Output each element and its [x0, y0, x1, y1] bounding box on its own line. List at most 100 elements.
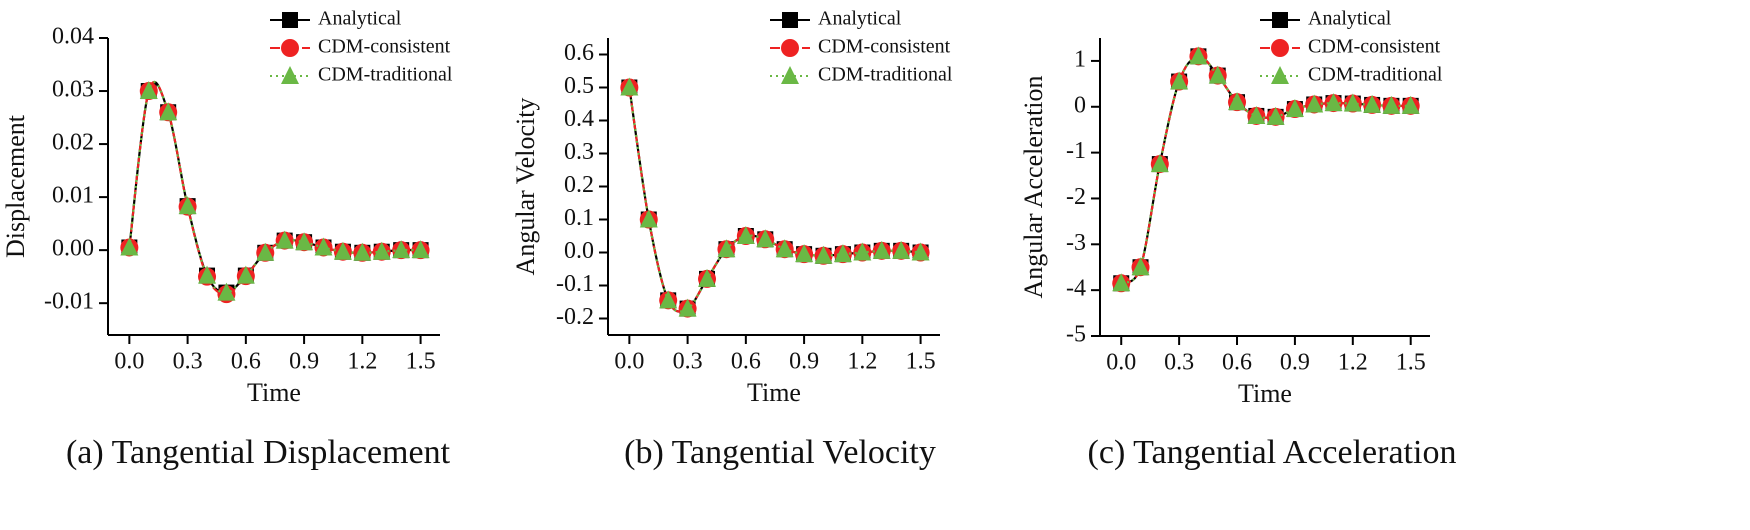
marker — [1285, 99, 1304, 118]
marker — [1343, 93, 1362, 112]
legend-marker — [281, 66, 299, 84]
marker — [659, 290, 678, 309]
series-line — [628, 87, 921, 313]
x-tick-label: 0.0 — [614, 349, 644, 375]
marker — [639, 209, 658, 228]
x-tick-label: 0.3 — [1164, 350, 1194, 376]
chart-panel: -0.01 0.00 0.01 0.02 0.03 0.04 0.0 0.3 0.6 0.9 1.2… — [1, 8, 453, 471]
marker — [892, 240, 911, 259]
x-tick-label: 0.9 — [289, 349, 319, 375]
marker — [1208, 65, 1227, 84]
y-axis-label: Angular Velocity — [511, 98, 540, 276]
y-tick-label: 0.04 — [52, 24, 94, 50]
marker — [139, 81, 158, 100]
marker — [1189, 46, 1208, 65]
legend-marker — [282, 12, 298, 28]
marker — [1247, 105, 1266, 124]
legend-marker — [1271, 66, 1289, 84]
legend-label: CDM-traditional — [318, 64, 453, 86]
y-tick-label: -0.01 — [44, 289, 94, 315]
marker — [372, 241, 391, 260]
series-line — [628, 87, 921, 313]
legend-marker — [782, 12, 798, 28]
marker — [392, 240, 411, 259]
x-tick-label: 1.5 — [406, 349, 436, 375]
marker — [333, 241, 352, 260]
x-tick-label: 0.9 — [789, 349, 819, 375]
y-axis-label: Angular Acceleration — [1019, 75, 1048, 298]
legend-label: CDM-consistent — [818, 36, 951, 58]
marker — [795, 244, 814, 263]
x-axis-label: Time — [247, 378, 301, 407]
marker — [275, 230, 294, 249]
marker — [1324, 93, 1343, 112]
marker — [736, 226, 755, 244]
legend-marker — [1272, 12, 1288, 28]
y-tick-label: 0.01 — [52, 183, 94, 209]
x-tick-label: 0.6 — [731, 349, 761, 375]
marker — [1170, 71, 1189, 90]
marker — [178, 196, 197, 215]
x-tick-label: 0.0 — [114, 349, 144, 375]
y-tick-label: -0.1 — [556, 271, 594, 297]
y-tick-label: 0.0 — [564, 238, 594, 264]
y-axis-label: Displacement — [1, 114, 30, 258]
marker — [120, 237, 139, 256]
marker — [198, 265, 217, 284]
x-tick-label: 0.9 — [1280, 350, 1310, 376]
marker — [295, 232, 314, 251]
marker — [1131, 257, 1150, 276]
caption: (a) Tangential Displacement — [66, 434, 451, 471]
marker — [1112, 273, 1131, 292]
x-tick-label: 1.2 — [847, 349, 877, 375]
legend-marker — [1271, 39, 1289, 57]
series-line — [628, 87, 921, 313]
legend-label: CDM-consistent — [318, 36, 451, 58]
x-tick-label: 0.6 — [231, 349, 261, 375]
marker — [678, 298, 697, 317]
legend-label: Analytical — [1308, 8, 1392, 30]
marker — [217, 282, 236, 301]
x-axis-label: Time — [747, 378, 801, 407]
x-tick-label: 0.3 — [673, 349, 703, 375]
marker — [1401, 95, 1420, 114]
legend-label: CDM-consistent — [1308, 36, 1441, 58]
marker — [314, 237, 333, 256]
y-tick-label: -0.2 — [556, 304, 594, 330]
marker — [256, 242, 275, 261]
marker — [853, 242, 872, 261]
marker — [620, 77, 639, 96]
x-tick-label: 0.3 — [173, 349, 203, 375]
marker — [159, 102, 178, 121]
marker — [911, 242, 930, 261]
y-tick-label: 0 — [1074, 92, 1086, 118]
legend-label: Analytical — [318, 8, 402, 30]
legend-label: Analytical — [818, 8, 902, 30]
marker — [1228, 92, 1247, 111]
marker — [717, 239, 736, 258]
x-tick-label: 1.2 — [347, 349, 377, 375]
y-tick-label: -3 — [1066, 230, 1086, 256]
x-tick-label: 0.6 — [1222, 350, 1252, 376]
marker — [775, 239, 794, 258]
marker — [756, 229, 775, 248]
x-tick-label: 1.5 — [1396, 350, 1426, 376]
marker — [698, 268, 717, 287]
y-tick-label: 0.3 — [564, 139, 594, 165]
caption: (c) Tangential Acceleration — [1088, 434, 1457, 471]
legend-marker — [281, 39, 299, 57]
y-tick-label: -4 — [1066, 276, 1086, 302]
x-tick-label: 1.2 — [1338, 350, 1368, 376]
marker — [1150, 154, 1169, 173]
chart-panel: -0.2 -0.1 0.0 0.1 0.2 0.3 0.4 0.5 0.6 0.0 0.3 0.6 0.… — [511, 8, 953, 471]
x-axis-label: Time — [1238, 379, 1292, 408]
marker — [1305, 94, 1324, 113]
marker — [236, 265, 255, 284]
y-tick-label: 0.5 — [564, 73, 594, 99]
marker — [833, 244, 852, 263]
marker — [1266, 106, 1285, 125]
y-tick-label: 0.03 — [52, 77, 94, 103]
chart-panel: -5 -4 -3 -2 -1 0 1 0.0 0.3 0.6 0.9 1.2 1.5 Time Angula… — [1019, 8, 1456, 471]
